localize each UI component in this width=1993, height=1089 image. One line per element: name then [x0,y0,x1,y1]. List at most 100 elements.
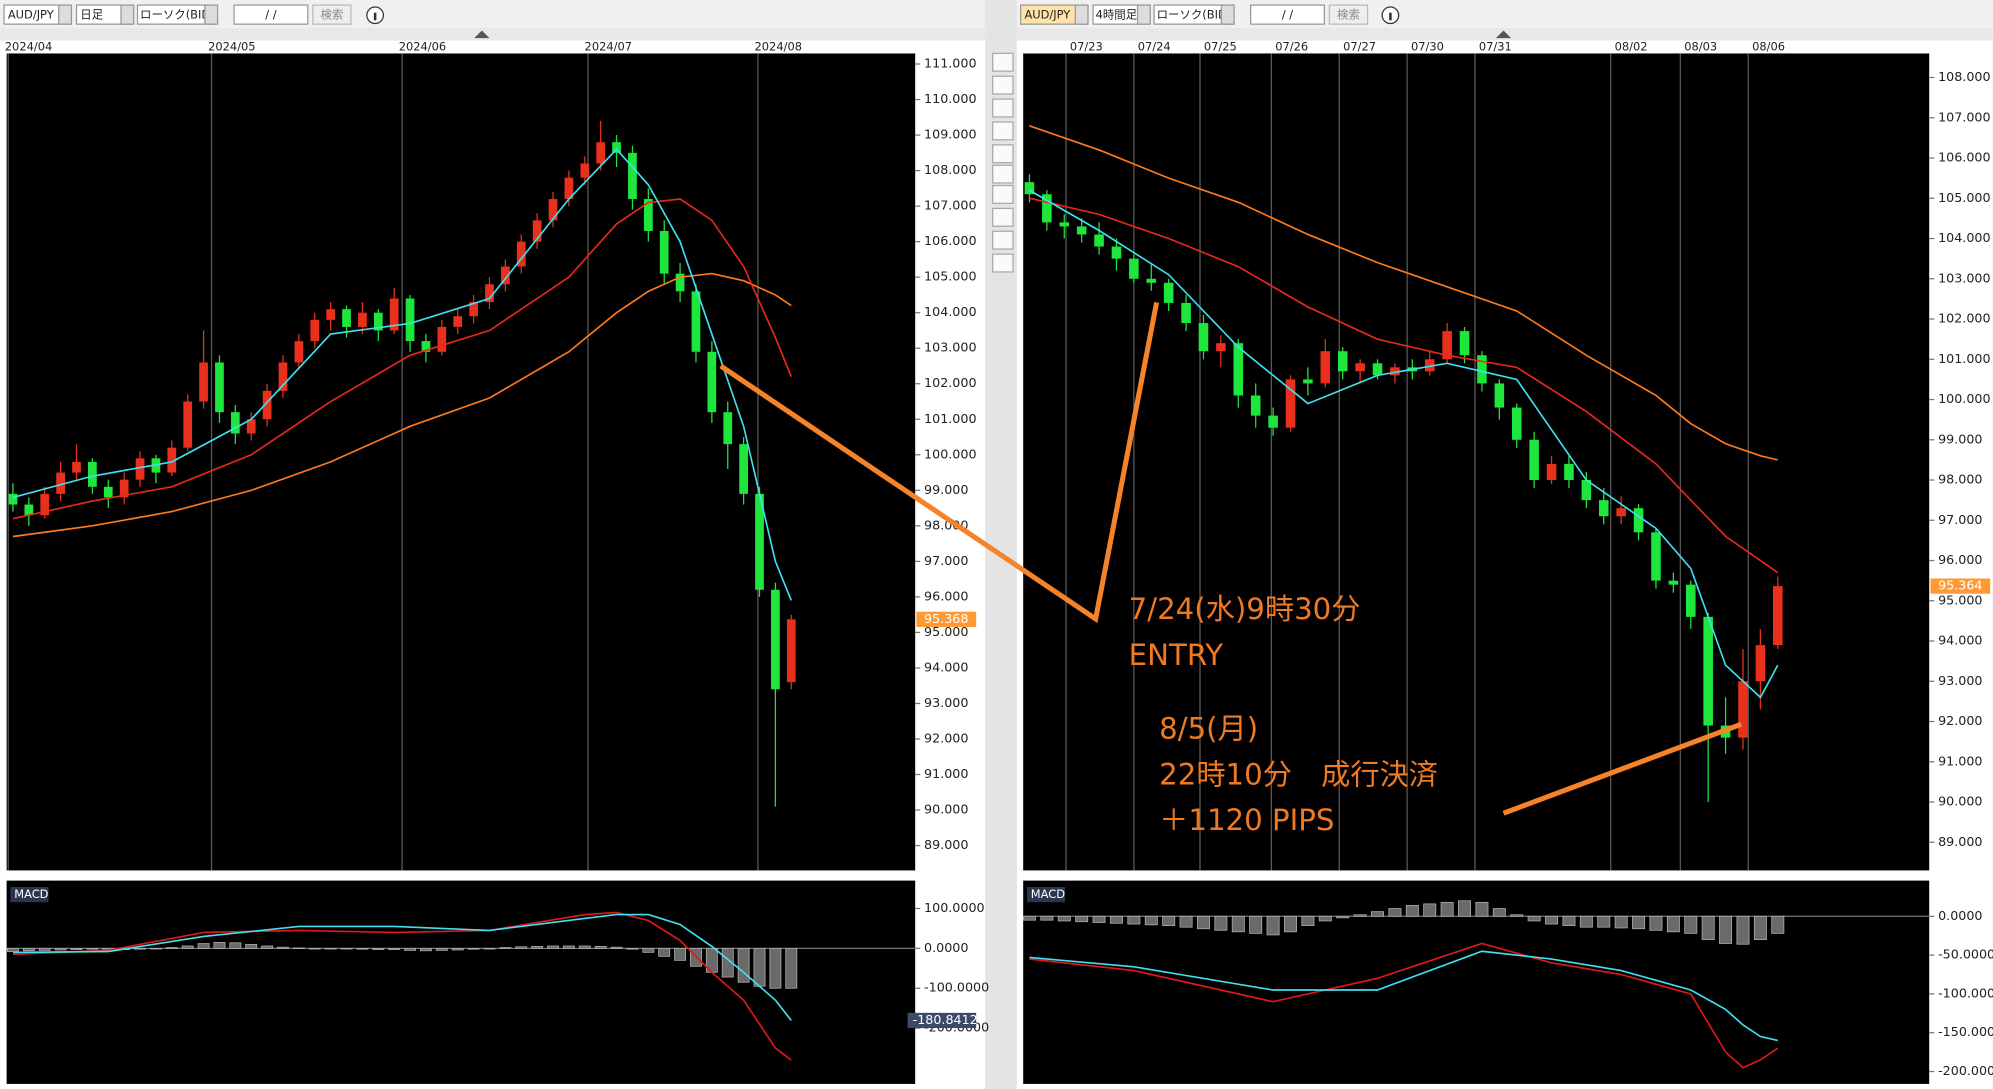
tool-button[interactable] [992,230,1014,250]
histogram-bar [674,947,687,961]
histogram-bar [1545,915,1559,925]
indicator-line [1029,942,1779,1069]
tool-button[interactable] [992,52,1014,72]
date-placeholder: / / [265,8,276,22]
dropdown-button[interactable] [1074,4,1089,25]
candle-body [1216,343,1226,352]
date-input[interactable] [233,4,309,25]
histogram-bar [1179,915,1193,928]
candle-body [1355,363,1365,372]
date-input[interactable] [1250,4,1325,25]
candle-body [1581,480,1592,501]
collapse-icon[interactable] [1495,30,1512,39]
dropdown-button[interactable] [58,4,73,25]
dropdown-button[interactable] [1136,4,1151,25]
indicator-line [12,911,792,1061]
y-tick-label: 0.0000 [1938,908,1982,923]
histogram-bar [1458,900,1472,917]
timeframe: 4時間足 [1096,8,1138,22]
histogram-bar [38,947,51,951]
candle-body [501,266,510,285]
y-tick-label: 93.000 [1938,673,1982,688]
y-tick-label: 104.000 [924,304,976,319]
histogram-bar [785,947,798,989]
y-tick-label: 92.000 [1938,713,1982,728]
info-glyph [1389,12,1392,21]
histogram-bar [1092,915,1106,923]
histogram-bar [340,947,353,950]
histogram-bar [721,947,734,978]
y-tick-label: 92.000 [924,730,968,745]
histogram-bar [1649,915,1663,931]
candle-body [1459,331,1470,356]
date-placeholder: / / [1282,8,1293,22]
histogram-bar [642,947,655,953]
info-glyph [373,12,377,21]
y-tick-label: 96.000 [924,588,968,603]
tool-button[interactable] [992,184,1014,204]
candle-body [1076,226,1087,235]
candle-body [8,493,18,505]
histogram-bar [308,947,321,950]
candle-body [1163,282,1174,303]
y-tick-label: -200.0000 [1938,1063,1993,1078]
tool-button[interactable] [992,75,1014,95]
y-tick-label: 103.000 [1938,270,1990,285]
tool-button[interactable] [992,164,1014,184]
dropdown-button[interactable] [204,4,219,25]
collapse-bar[interactable] [0,27,986,41]
histogram-bar [1127,915,1141,925]
candle-body [612,142,621,153]
tool-button[interactable] [992,207,1014,227]
candle-body [326,309,336,320]
indicator-line [1029,125,1778,461]
candle-body [262,390,272,420]
tool-button[interactable] [992,121,1014,141]
dropdown-button[interactable] [1220,4,1235,25]
y-tick-label: 106.000 [1938,150,1990,165]
search-button[interactable] [1328,4,1369,25]
candle-body [1250,395,1261,416]
y-tick-label: 105.000 [1938,190,1990,205]
dropdown-button[interactable] [120,4,135,25]
search-button[interactable] [312,4,352,25]
candle-body [1042,194,1052,223]
tool-button[interactable] [992,98,1014,118]
histogram-bar [197,943,210,949]
y-tick-label: 100.000 [1938,391,1990,406]
histogram-bar [1301,915,1315,926]
y-tick-label: 98.000 [1938,472,1982,487]
y-tick-label: 89.000 [1938,834,1982,849]
y-tick-label: 90.000 [1938,794,1982,809]
tool-button[interactable] [992,253,1014,273]
histogram-bar [1162,915,1176,926]
value-tag-label: -180.8412 [913,1012,978,1027]
candle-body [1390,367,1400,376]
histogram-bar [1562,915,1576,926]
x-tick-label: 07/31 [1479,40,1512,54]
collapse-icon[interactable] [474,30,490,39]
search-label: 検索 [320,8,343,22]
candle-body [1146,278,1157,283]
candle-body [1198,323,1209,352]
candle-body [532,220,542,242]
candle-body [1564,463,1574,481]
y-tick-label: 93.000 [924,695,968,710]
candle-body [580,163,590,178]
y-tick-label: 95.000 [1938,592,1982,607]
histogram-bar [737,947,750,983]
indicator-line [1029,950,1778,1042]
histogram-bar [165,947,178,949]
candle-body [230,412,240,434]
candle-body [707,351,717,413]
candle-body [1633,508,1644,533]
candle-body [1773,586,1783,646]
candle-body [278,362,288,391]
y-tick-label: 99.000 [924,482,968,497]
candle-body [1094,234,1104,247]
tool-button[interactable] [992,144,1014,164]
histogram-bar [1579,915,1593,928]
symbol: AUD/JPY [8,8,54,22]
candle-body [88,461,97,487]
